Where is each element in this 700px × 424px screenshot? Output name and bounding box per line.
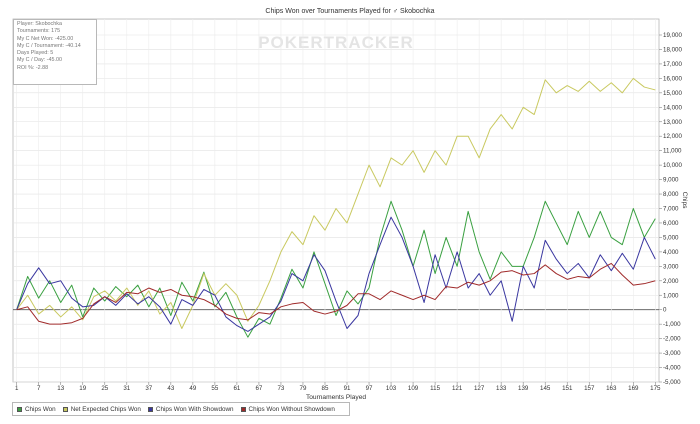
y-tick-label: 12,000 <box>663 133 682 140</box>
x-tick-label: 49 <box>189 385 196 392</box>
y-tick-label: 19,000 <box>663 32 682 39</box>
y-tick-label: 16,000 <box>663 75 682 82</box>
x-tick-label: 151 <box>562 385 573 392</box>
y-tick-label: 3,000 <box>663 263 679 270</box>
x-tick-label: 91 <box>344 385 351 392</box>
y-tick-label: -4,000 <box>663 365 681 372</box>
legend-label: Chips Won <box>25 405 56 413</box>
x-tick-label: 121 <box>452 385 463 392</box>
legend-item-chips-won[interactable]: Chips Won <box>17 406 56 413</box>
y-tick-label: 11,000 <box>663 148 682 155</box>
watermark: POKERTRACKER <box>258 33 414 52</box>
y-tick-label: 1,000 <box>663 292 679 299</box>
legend-label: Chips Won Without Showdown <box>248 405 335 413</box>
x-tick-label: 163 <box>606 385 617 392</box>
y-tick-label: -3,000 <box>663 350 681 357</box>
stats-net-won: My C Net Won: -425.00 <box>17 35 74 42</box>
y-tick-label: 7,000 <box>663 206 679 213</box>
series-line-chips-won-without-showdown <box>16 262 656 325</box>
plot-area <box>12 18 660 383</box>
y-tick-label: 13,000 <box>663 119 682 126</box>
legend-item-without-showdown[interactable]: Chips Won Without Showdown <box>240 405 335 413</box>
series-line-net-expected-chips-won <box>16 77 656 329</box>
x-tick-label: 73 <box>277 385 284 392</box>
x-tick-label: 139 <box>518 385 529 392</box>
chart-title: Chips Won over Tournaments Played for ♂ … <box>265 8 434 15</box>
stats-roi: ROI %: -2.88 <box>17 64 49 71</box>
stats-box: Player: Skobochka Tournaments: 175 My C … <box>13 19 97 85</box>
legend-item-with-showdown[interactable]: Chips Won With Showdown <box>147 405 234 413</box>
stats-days-played: Days Played: 5 <box>17 50 54 57</box>
x-tick-label: 145 <box>540 385 551 392</box>
y-tick-label: 14,000 <box>663 104 682 111</box>
legend-swatch <box>147 406 153 412</box>
x-tick-label: 43 <box>167 385 174 392</box>
stats-tournaments: Tournaments: 175 <box>17 28 61 35</box>
x-tick-label: 31 <box>123 385 130 392</box>
y-tick-label: 0 <box>663 307 667 314</box>
legend-swatch <box>17 406 22 412</box>
series-lines <box>16 77 656 338</box>
series-line-chips-won <box>16 200 656 338</box>
y-axis-ticks: -5,000 -4,000 -3,000 -2,000 -1,000 0 1,000 2,00… <box>659 32 682 386</box>
y-tick-label: -5,000 <box>663 379 681 386</box>
stats-per-day: My C / Day: -45.00 <box>17 57 62 64</box>
x-axis-ticks: 1 7 13 19 25 31 37 43 49 55 61 67 73 79 85 91 97 103 109 11… <box>15 382 661 392</box>
x-tick-label: 85 <box>322 385 329 392</box>
stats-player: Player: Skobochka <box>17 21 62 27</box>
x-tick-label: 13 <box>57 385 64 392</box>
x-tick-label: 19 <box>79 385 86 392</box>
series-line-chips-won-with-showdown <box>16 216 656 332</box>
y-tick-label: 8,000 <box>663 191 679 198</box>
y-tick-label: 6,000 <box>663 220 679 227</box>
x-tick-label: 133 <box>496 385 507 392</box>
x-tick-label: 55 <box>211 385 218 392</box>
x-tick-label: 97 <box>366 385 373 392</box>
x-tick-label: 1 <box>15 385 19 392</box>
y-tick-label: 9,000 <box>663 177 679 184</box>
x-tick-label: 7 <box>37 385 41 392</box>
x-tick-label: 109 <box>408 385 419 392</box>
y-tick-label: 17,000 <box>663 61 682 68</box>
x-tick-label: 175 <box>650 385 661 392</box>
x-tick-label: 61 <box>233 385 240 392</box>
x-tick-label: 103 <box>386 385 397 392</box>
legend-label: Net Expected Chips Won <box>70 405 141 413</box>
stats-per-tournament: My C / Tournament: -40.14 <box>17 42 81 49</box>
y-tick-label: 4,000 <box>663 249 679 256</box>
legend-swatch <box>240 406 246 412</box>
y-tick-label: 2,000 <box>663 278 679 285</box>
legend-swatch <box>62 406 68 412</box>
x-tick-label: 115 <box>430 385 440 392</box>
x-tick-label: 79 <box>300 385 307 392</box>
x-tick-label: 169 <box>628 385 639 392</box>
y-tick-label: 15,000 <box>663 90 682 97</box>
y-tick-label: 18,000 <box>663 46 682 53</box>
x-axis-label: Tournaments Played <box>306 394 366 401</box>
legend-label: Chips Won With Showdown <box>155 405 234 413</box>
x-tick-label: 157 <box>584 385 595 392</box>
x-tick-label: 67 <box>255 385 262 392</box>
y-tick-label: 5,000 <box>663 234 679 241</box>
y-tick-label: -2,000 <box>663 336 681 343</box>
chart-legend: Chips Won Net Expected Chips Won Chips W… <box>12 402 350 416</box>
y-tick-label: -1,000 <box>663 321 681 328</box>
x-tick-label: 37 <box>145 385 152 392</box>
x-tick-label: 25 <box>101 385 108 392</box>
y-tick-label: 10,000 <box>663 162 682 169</box>
x-tick-label: 127 <box>474 385 485 392</box>
y-axis-label: Chips <box>681 192 688 210</box>
legend-item-net-expected[interactable]: Net Expected Chips Won <box>62 405 141 413</box>
